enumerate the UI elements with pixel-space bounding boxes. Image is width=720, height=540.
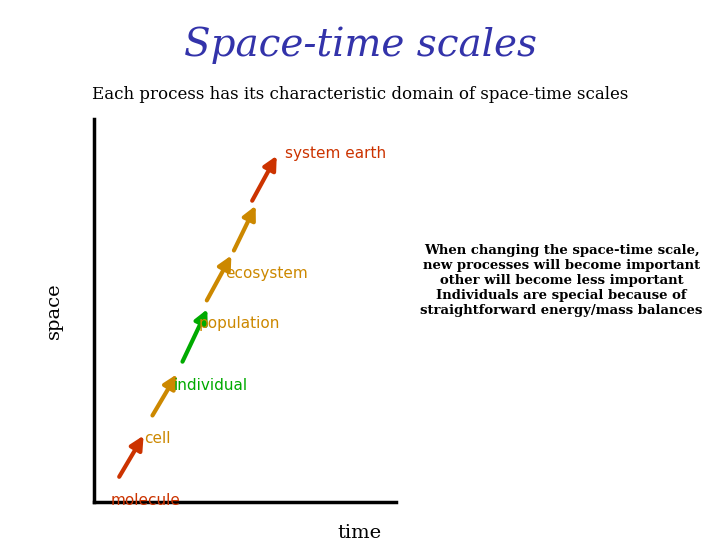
- Text: system earth: system earth: [285, 146, 387, 161]
- Text: Each process has its characteristic domain of space-time scales: Each process has its characteristic doma…: [92, 86, 628, 103]
- Text: space: space: [45, 282, 63, 339]
- Text: cell: cell: [144, 431, 171, 447]
- Text: ecosystem: ecosystem: [225, 267, 308, 281]
- Text: When changing the space-time scale,
new processes will become important
other wi: When changing the space-time scale, new …: [420, 244, 703, 318]
- Text: molecule: molecule: [111, 492, 181, 508]
- Text: population: population: [198, 316, 279, 332]
- Text: time: time: [338, 524, 382, 540]
- Text: Space-time scales: Space-time scales: [184, 27, 536, 64]
- Text: individual: individual: [174, 377, 248, 393]
